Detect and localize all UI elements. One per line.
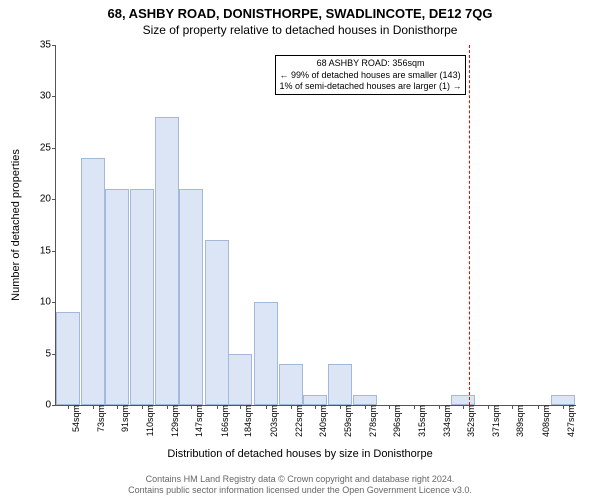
x-tick-label: 147sqm bbox=[194, 405, 204, 437]
x-tick-label: 184sqm bbox=[243, 405, 253, 437]
x-tick-mark bbox=[439, 405, 440, 409]
histogram-bar bbox=[130, 189, 154, 405]
x-tick-mark bbox=[463, 405, 464, 409]
x-tick-label: 315sqm bbox=[417, 405, 427, 437]
x-tick-mark bbox=[191, 405, 192, 409]
histogram-bar bbox=[551, 395, 575, 405]
x-tick-mark bbox=[488, 405, 489, 409]
y-tick-mark bbox=[52, 45, 56, 46]
y-tick-mark bbox=[52, 96, 56, 97]
y-tick-label: 5 bbox=[21, 348, 51, 359]
annotation-line: 68 ASHBY ROAD: 356sqm bbox=[279, 58, 461, 69]
y-tick-label: 0 bbox=[21, 400, 51, 411]
x-tick-mark bbox=[167, 405, 168, 409]
x-tick-mark bbox=[340, 405, 341, 409]
x-tick-mark bbox=[365, 405, 366, 409]
histogram-bar bbox=[451, 395, 475, 405]
histogram-bar bbox=[254, 302, 278, 405]
histogram-bar bbox=[279, 364, 303, 405]
annotation-box: 68 ASHBY ROAD: 356sqm← 99% of detached h… bbox=[275, 55, 465, 95]
histogram-bar bbox=[353, 395, 377, 405]
x-axis-label: Distribution of detached houses by size … bbox=[0, 448, 600, 460]
footer-attribution: Contains HM Land Registry data © Crown c… bbox=[0, 474, 600, 497]
histogram-bar bbox=[155, 117, 179, 405]
footer-line-1: Contains HM Land Registry data © Crown c… bbox=[0, 474, 600, 485]
y-tick-label: 35 bbox=[21, 40, 51, 51]
x-tick-label: 296sqm bbox=[392, 405, 402, 437]
x-tick-label: 91sqm bbox=[120, 405, 130, 432]
annotation-line: 1% of semi-detached houses are larger (1… bbox=[279, 81, 461, 92]
annotation-line: ← 99% of detached houses are smaller (14… bbox=[279, 70, 461, 81]
y-tick-mark bbox=[52, 199, 56, 200]
x-tick-mark bbox=[538, 405, 539, 409]
x-tick-label: 73sqm bbox=[96, 405, 106, 432]
x-tick-mark bbox=[117, 405, 118, 409]
x-tick-label: 240sqm bbox=[318, 405, 328, 437]
y-tick-label: 15 bbox=[21, 245, 51, 256]
x-tick-label: 278sqm bbox=[368, 405, 378, 437]
x-tick-mark bbox=[68, 405, 69, 409]
histogram-bar bbox=[81, 158, 105, 405]
y-tick-label: 30 bbox=[21, 91, 51, 102]
x-tick-label: 203sqm bbox=[269, 405, 279, 437]
x-tick-mark bbox=[93, 405, 94, 409]
x-tick-mark bbox=[389, 405, 390, 409]
histogram-bar bbox=[179, 189, 203, 405]
histogram-bar bbox=[328, 364, 352, 405]
x-tick-label: 427sqm bbox=[566, 405, 576, 437]
histogram-bar bbox=[56, 312, 80, 405]
footer-line-2: Contains public sector information licen… bbox=[0, 485, 600, 496]
x-tick-label: 352sqm bbox=[466, 405, 476, 437]
x-tick-mark bbox=[563, 405, 564, 409]
histogram-bar bbox=[303, 395, 327, 405]
x-tick-mark bbox=[291, 405, 292, 409]
x-tick-mark bbox=[414, 405, 415, 409]
y-tick-mark bbox=[52, 302, 56, 303]
x-tick-label: 408sqm bbox=[541, 405, 551, 437]
x-tick-mark bbox=[240, 405, 241, 409]
reference-line bbox=[469, 45, 470, 405]
histogram-bar bbox=[205, 240, 229, 405]
x-tick-label: 334sqm bbox=[442, 405, 452, 437]
x-tick-mark bbox=[512, 405, 513, 409]
chart-subtitle: Size of property relative to detached ho… bbox=[0, 21, 600, 37]
histogram-bar bbox=[228, 354, 252, 405]
chart-title: 68, ASHBY ROAD, DONISTHORPE, SWADLINCOTE… bbox=[0, 0, 600, 21]
x-tick-mark bbox=[142, 405, 143, 409]
chart-container: 68, ASHBY ROAD, DONISTHORPE, SWADLINCOTE… bbox=[0, 0, 600, 500]
y-tick-label: 25 bbox=[21, 142, 51, 153]
x-tick-label: 259sqm bbox=[343, 405, 353, 437]
y-tick-mark bbox=[52, 405, 56, 406]
y-tick-mark bbox=[52, 251, 56, 252]
x-tick-label: 389sqm bbox=[515, 405, 525, 437]
x-tick-label: 54sqm bbox=[71, 405, 81, 432]
x-tick-label: 129sqm bbox=[170, 405, 180, 437]
plot-area: 0510152025303554sqm73sqm91sqm110sqm129sq… bbox=[55, 45, 576, 406]
histogram-bar bbox=[105, 189, 129, 405]
x-tick-label: 166sqm bbox=[220, 405, 230, 437]
x-tick-mark bbox=[315, 405, 316, 409]
y-tick-label: 20 bbox=[21, 194, 51, 205]
x-tick-label: 222sqm bbox=[294, 405, 304, 437]
x-tick-label: 371sqm bbox=[491, 405, 501, 437]
x-tick-label: 110sqm bbox=[145, 405, 155, 436]
x-tick-mark bbox=[217, 405, 218, 409]
y-tick-label: 10 bbox=[21, 297, 51, 308]
x-tick-mark bbox=[266, 405, 267, 409]
y-tick-mark bbox=[52, 148, 56, 149]
